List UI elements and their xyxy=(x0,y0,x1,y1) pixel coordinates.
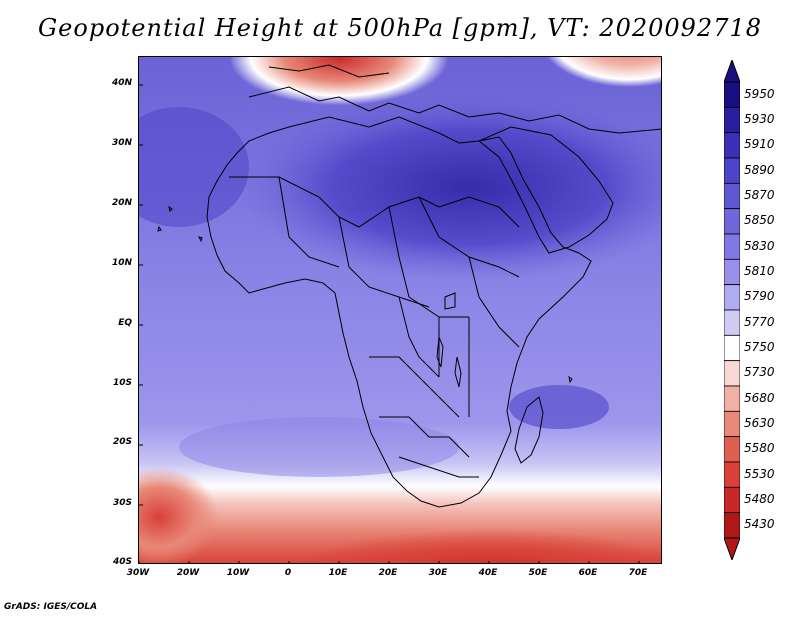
colorbar-swatch xyxy=(724,258,740,286)
lat-label-40s: 40S xyxy=(112,557,132,567)
colorbar-swatch xyxy=(724,334,740,362)
colorbar-label: 5890 xyxy=(744,162,775,177)
lat-label-40n: 40N xyxy=(111,78,132,88)
colorbar-label: 5680 xyxy=(744,390,775,405)
colorbar-label: 5430 xyxy=(744,517,775,532)
colorbar-top-arrow xyxy=(724,60,740,83)
colorbar-label: 5930 xyxy=(744,112,775,126)
lon-label-60e: 60E xyxy=(578,568,598,578)
lon-label-0: 0 xyxy=(284,568,292,578)
lon-label-20w: 20W xyxy=(176,568,200,578)
colorbar-swatch xyxy=(724,385,740,412)
colorbar-bottom-arrow xyxy=(724,537,740,560)
footer-credit: GrADS: IGES/COLA xyxy=(4,602,98,612)
colorbar-label: 5530 xyxy=(744,466,775,481)
lat-label-10s: 10S xyxy=(112,378,132,388)
lat-label-20n: 20N xyxy=(111,198,132,208)
lon-label-70e: 70E xyxy=(628,568,648,578)
colorbar-swatch xyxy=(724,81,740,108)
lon-label-30w: 30W xyxy=(126,568,150,578)
lat-label-10n: 10N xyxy=(111,258,132,268)
lon-label-20e: 20E xyxy=(378,568,398,578)
colorbar-label: 5950 xyxy=(744,86,775,101)
colorbar-swatch xyxy=(724,512,740,539)
colorbar-label: 5630 xyxy=(744,416,775,430)
colorbar-label: 5830 xyxy=(744,238,775,253)
colorbar-label: 5850 xyxy=(744,213,775,228)
colorbar-swatch xyxy=(724,132,740,159)
colorbar-swatch xyxy=(724,309,740,336)
lat-label-30s: 30S xyxy=(112,498,132,508)
colorbar-label: 5770 xyxy=(744,314,775,329)
colorbar-label: 5790 xyxy=(744,289,775,304)
colorbar-swatch xyxy=(724,461,740,488)
chart-title: Geopotential Height at 500hPa [gpm], VT:… xyxy=(38,14,762,42)
colorbar-swatch xyxy=(724,233,740,260)
height-field-map xyxy=(139,57,661,563)
lon-label-10e: 10E xyxy=(328,568,348,578)
lon-label-40e: 40E xyxy=(478,568,498,578)
colorbar-label: 5730 xyxy=(744,365,775,380)
colorbar-label: 5910 xyxy=(744,137,775,152)
colorbar-label: 5750 xyxy=(744,340,775,354)
colorbar-swatch xyxy=(724,436,740,463)
lon-label-50e: 50E xyxy=(528,568,548,578)
colorbar-swatch xyxy=(724,157,740,184)
colorbar-swatch xyxy=(724,486,740,514)
lat-label-20s: 20S xyxy=(112,437,132,447)
colorbar-swatch xyxy=(724,284,740,311)
lon-label-30e: 30E xyxy=(428,568,448,578)
colorbar-label: 5810 xyxy=(744,264,775,278)
colorbar-swatch xyxy=(724,410,740,438)
colorbar-label: 5580 xyxy=(744,441,775,456)
colorbar-swatch xyxy=(724,106,740,134)
colorbar-label: 5480 xyxy=(744,492,775,506)
colorbar-swatch xyxy=(724,182,740,210)
colorbar-swatch xyxy=(724,208,740,235)
lat-label-30n: 30N xyxy=(111,138,132,148)
map-panel xyxy=(138,56,662,564)
lon-label-10w: 10W xyxy=(226,568,250,578)
colorbar-swatch xyxy=(724,360,740,387)
lat-label-eq: EQ xyxy=(118,318,132,328)
colorbar xyxy=(724,60,740,560)
colorbar-label: 5870 xyxy=(744,188,775,202)
